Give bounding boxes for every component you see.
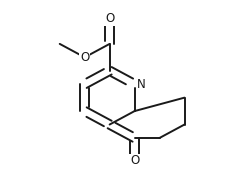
Text: N: N [136,78,145,91]
Text: O: O [105,12,114,25]
Text: O: O [130,155,139,167]
Text: O: O [80,51,89,64]
